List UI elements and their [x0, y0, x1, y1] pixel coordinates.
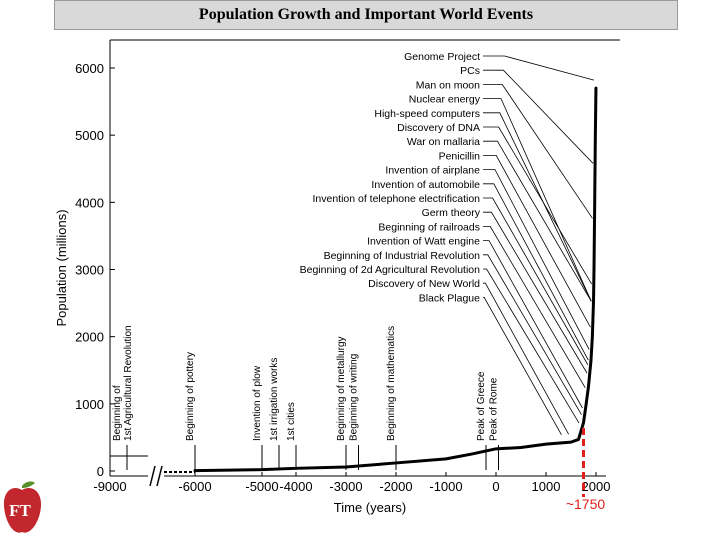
- early-event-label-line: 1st irrigation works: [269, 358, 280, 441]
- x-tick-label: 0: [492, 479, 499, 494]
- marker-label-1750: ~1750: [566, 496, 606, 512]
- early-event-label-line: 1st Agricultural Revolution: [123, 325, 134, 441]
- modern-event-label: Invention of airplane: [385, 165, 480, 177]
- modern-event-leader: [483, 197, 589, 365]
- x-tick-label: -2000: [379, 479, 412, 494]
- marker-1750: ~1750: [566, 428, 606, 512]
- modern-event-label: High-speed computers: [374, 108, 480, 120]
- title-bar: Population Growth and Important World Ev…: [54, 0, 678, 30]
- x-tick-label: -1000: [429, 479, 462, 494]
- y-tick-label: 4000: [75, 195, 104, 210]
- early-event-label: Invention of plow: [252, 365, 263, 441]
- y-axis-label: Population (millions): [54, 209, 69, 326]
- early-event-label-line: Beginning of pottery: [185, 352, 196, 441]
- apple-icon: [3, 487, 42, 533]
- modern-event-leader: [483, 240, 583, 409]
- early-event-label: Peak of Rome: [489, 377, 500, 441]
- modern-event-leader: [483, 55, 595, 81]
- modern-event-leader: [483, 268, 580, 424]
- x-tick-label: -3000: [329, 479, 362, 494]
- modern-event-label: Nuclear energy: [409, 94, 481, 106]
- x-tick-label: -9000: [93, 479, 126, 494]
- modern-event-label: Beginning of Industrial Revolution: [324, 250, 481, 262]
- modern-event-label: War on mallaria: [407, 136, 480, 148]
- modern-event-label: Germ theory: [422, 207, 481, 219]
- y-tick-label: 1000: [75, 397, 104, 412]
- early-event-label: 1st cities: [286, 402, 297, 441]
- early-event-label-line: Beginning of metallurgy: [336, 336, 347, 441]
- x-tick-label: 2000: [582, 479, 611, 494]
- modern-event-label: Genome Project: [404, 51, 480, 63]
- event-connectors: [126, 55, 595, 470]
- x-tick-label: -4000: [279, 479, 312, 494]
- modern-event-leader: [483, 154, 591, 328]
- modern-event-label: Discovery of New World: [368, 278, 480, 290]
- series-lines: [110, 86, 598, 473]
- early-event-label-line: Beginning of writing: [349, 354, 360, 441]
- modern-event-leader: [483, 140, 592, 302]
- modern-event-leader: [483, 112, 592, 302]
- modern-event-label: Beginning of 2d Agricultural Revolution: [300, 264, 481, 276]
- logo-text: FT: [9, 501, 31, 520]
- modern-event-label: Invention of Watt engine: [367, 236, 480, 248]
- modern-event-leader: [483, 211, 588, 374]
- modern-event-label: Black Plague: [419, 292, 480, 304]
- early-event-label: Beginning of writing: [349, 354, 360, 441]
- population-line: [193, 86, 598, 473]
- modern-event-leader: [483, 169, 590, 350]
- early-event-label: 1st irrigation works: [269, 358, 280, 441]
- early-event-label-line: Beginning of mathematics: [386, 326, 397, 441]
- modern-event-leader: [483, 183, 589, 361]
- modern-event-labels: Genome Project PCs Man on moon Nuclear ener…: [300, 51, 481, 304]
- x-axis-label: Time (years): [334, 500, 406, 515]
- early-event-label: Peak of Greece: [476, 371, 487, 441]
- modern-event-leader: [483, 254, 582, 415]
- page-title: Population Growth and Important World Ev…: [198, 6, 534, 23]
- y-tick-label: 0: [97, 464, 104, 479]
- axes: 0 1000 2000 3000 4000 5000 6000 -9000 -6000 -5000…: [75, 61, 610, 494]
- y-tick-label: 3000: [75, 263, 104, 278]
- modern-event-label: Man on moon: [416, 79, 480, 91]
- y-tick-label: 6000: [75, 61, 104, 76]
- modern-event-label: Invention of automobile: [371, 179, 480, 191]
- modern-event-leader: [483, 126, 592, 285]
- modern-event-label: Beginning of railroads: [378, 221, 480, 233]
- early-event-label-line: Beginning of: [112, 385, 123, 441]
- modern-event-label: PCs: [460, 65, 480, 77]
- early-event-label-line: Peak of Rome: [489, 377, 500, 441]
- apple-leaf-icon: [22, 481, 35, 488]
- modern-event-leader: [483, 296, 562, 435]
- modern-event-label: Discovery of DNA: [397, 122, 480, 134]
- early-event-label: Beginning of mathematics: [386, 326, 397, 441]
- modern-event-label: Penicillin: [439, 150, 481, 162]
- modern-event-leader: [483, 225, 586, 388]
- early-event-labels: Beginning of1st Agricultural Revolution B…: [112, 325, 500, 441]
- modern-event-leader: [483, 98, 592, 302]
- y-tick-label: 5000: [75, 128, 104, 143]
- axis-break-mark: [149, 465, 156, 487]
- x-tick-label: -6000: [178, 479, 211, 494]
- early-event-label-line: Peak of Greece: [476, 371, 487, 441]
- early-event-label-line: 1st cities: [286, 402, 297, 441]
- early-event-label: Beginning of pottery: [185, 352, 196, 441]
- early-event-label: Beginning of1st Agricultural Revolution: [112, 325, 134, 441]
- x-tick-label: -5000: [245, 479, 278, 494]
- modern-event-leader: [483, 282, 569, 435]
- axis-break-mark: [156, 465, 163, 487]
- early-event-label: Beginning of metallurgy: [336, 336, 347, 441]
- modern-event-leader: [483, 84, 593, 219]
- modern-event-label: Invention of telephone electrification: [312, 193, 480, 205]
- modern-event-leader: [483, 69, 594, 164]
- y-tick-label: 2000: [75, 330, 104, 345]
- early-event-label-line: Invention of plow: [252, 365, 263, 441]
- ft-logo: FT: [3, 481, 42, 533]
- x-tick-label: 1000: [532, 479, 561, 494]
